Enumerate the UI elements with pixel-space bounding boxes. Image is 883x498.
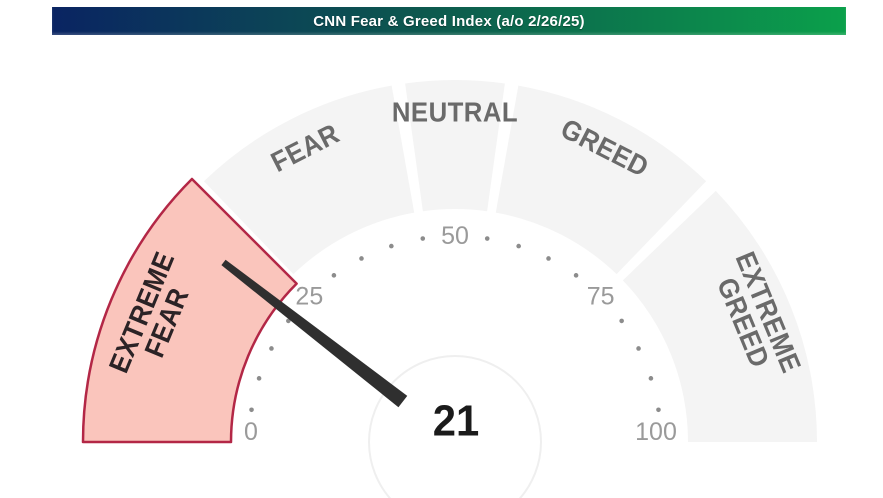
- tick-label-100: 100: [635, 418, 677, 446]
- tick-dot: [269, 346, 274, 351]
- tick-dot: [573, 273, 579, 278]
- gauge-value: 21: [433, 396, 479, 445]
- gauge-tick-dots: [249, 236, 661, 413]
- tick-dot: [256, 376, 262, 381]
- tick-dot: [546, 256, 551, 261]
- tick-dot: [331, 273, 337, 278]
- tick-label-25: 25: [295, 282, 323, 310]
- tick-label-75: 75: [587, 282, 615, 310]
- tick-label-0: 0: [244, 418, 258, 446]
- segment-greed: [495, 85, 707, 275]
- gauge-needle: [221, 259, 408, 408]
- tick-dot: [359, 256, 364, 261]
- tick-label-50: 50: [441, 222, 469, 250]
- tick-dot: [619, 318, 624, 324]
- tick-dot: [648, 376, 654, 381]
- tick-dot: [389, 243, 394, 249]
- tick-dot: [420, 236, 426, 241]
- tick-dot: [484, 236, 490, 241]
- segment-label-neutral: NEUTRAL: [392, 96, 518, 127]
- segment-neutral: [405, 80, 505, 212]
- segment-fear: [203, 85, 415, 275]
- page-title: CNN Fear & Greed Index (a/o 2/26/25): [313, 12, 585, 30]
- tick-dot: [656, 407, 661, 413]
- tick-dot: [249, 407, 254, 413]
- tick-dot: [516, 243, 521, 249]
- tick-dot: [636, 346, 641, 351]
- gauge-segments: [81, 80, 817, 444]
- title-bar: CNN Fear & Greed Index (a/o 2/26/25): [52, 7, 846, 35]
- segment-extreme-fear: [81, 177, 298, 444]
- gauge-tick-labels: 0 25 50 75 100: [244, 222, 677, 446]
- segment-extreme-greed: [622, 190, 817, 442]
- gauge-hub-ring: [368, 355, 542, 498]
